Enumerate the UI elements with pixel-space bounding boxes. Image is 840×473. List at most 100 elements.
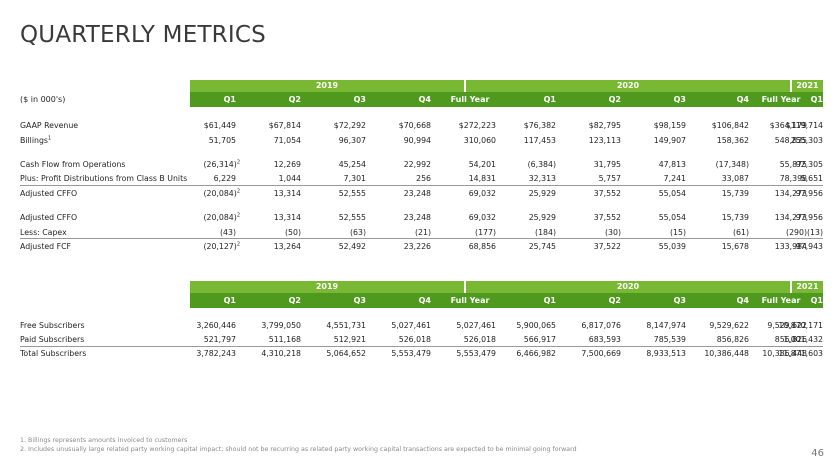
cell-value: $272,223 bbox=[458, 121, 496, 130]
cell-value: $76,382 bbox=[523, 121, 556, 130]
row-label: Adjusted FCF bbox=[20, 242, 72, 251]
cell-value: 71,054 bbox=[273, 136, 301, 145]
cell-value: 37,552 bbox=[593, 213, 621, 222]
cell-value: 3,782,243 bbox=[196, 349, 236, 358]
quarter-header-9: Q4 bbox=[736, 95, 749, 104]
cell-value: 32,313 bbox=[528, 174, 556, 183]
cell-value: 3,260,446 bbox=[196, 321, 236, 330]
cell-value: (20,084)2 bbox=[203, 188, 240, 200]
metrics-row: GAAP Revenue $61,449 $67,814 $72,292 $70,668… bbox=[20, 120, 823, 132]
cell-value: 92,305 bbox=[795, 160, 823, 169]
cell-value: 55,054 bbox=[658, 189, 686, 198]
cell-value: 9,529,622 bbox=[709, 321, 749, 330]
cell-value: (26,314)2 bbox=[203, 159, 240, 171]
cell-text: (20,127) bbox=[203, 242, 237, 251]
footnote-marker: 2 bbox=[236, 159, 240, 166]
cell-value: 134,273 bbox=[774, 189, 807, 198]
page-title: QUARTERLY METRICS bbox=[20, 22, 266, 48]
quarter-header-3: Q3 bbox=[353, 95, 366, 104]
row-label: Total Subscribers bbox=[20, 349, 87, 358]
cell-value: 7,301 bbox=[343, 174, 366, 183]
cell-value: (184) bbox=[535, 228, 556, 237]
cell-value: 33,087 bbox=[721, 174, 749, 183]
quarter-header-9: Q4 bbox=[736, 296, 749, 305]
cell-value: 5,553,479 bbox=[456, 349, 496, 358]
cell-value: 149,907 bbox=[653, 136, 686, 145]
cell-value: 7,500,669 bbox=[581, 349, 621, 358]
quarter-header-5: Full Year bbox=[450, 95, 490, 104]
cell-value: 512,921 bbox=[333, 335, 366, 344]
quarter-header-7: Q2 bbox=[608, 95, 621, 104]
cell-value: 68,856 bbox=[468, 242, 496, 251]
cell-value: 97,943 bbox=[795, 242, 823, 251]
cell-value: 55,054 bbox=[658, 213, 686, 222]
cell-value: 13,314 bbox=[273, 213, 301, 222]
cell-value: 15,739 bbox=[721, 189, 749, 198]
cell-value: 256 bbox=[416, 174, 431, 183]
page-number: 46 bbox=[811, 448, 824, 459]
cell-value: 5,027,461 bbox=[456, 321, 496, 330]
cell-value: 23,248 bbox=[403, 213, 431, 222]
row-label: Cash Flow from Operations bbox=[20, 160, 126, 169]
year-header-2020: 2020 bbox=[466, 80, 790, 92]
year-header-2021: 2021 bbox=[792, 80, 823, 92]
cell-value: 310,060 bbox=[463, 136, 496, 145]
year-header-2019: 2019 bbox=[190, 80, 464, 92]
cell-value: 69,032 bbox=[468, 213, 496, 222]
row-label: Free Subscribers bbox=[20, 321, 85, 330]
cell-value: $82,795 bbox=[588, 121, 621, 130]
cell-value: 10,386,448 bbox=[762, 349, 807, 358]
cell-value: (63) bbox=[349, 228, 366, 237]
cell-value: (50) bbox=[284, 228, 301, 237]
cell-value: (17,348) bbox=[715, 160, 749, 169]
quarter-header-6: Q1 bbox=[543, 296, 556, 305]
cell-value: 683,593 bbox=[588, 335, 621, 344]
cell-value: 856,826 bbox=[716, 335, 749, 344]
cell-value: 52,492 bbox=[338, 242, 366, 251]
footnote-marker: 2 bbox=[236, 212, 240, 219]
cell-value: 23,248 bbox=[403, 189, 431, 198]
cell-value: 97,956 bbox=[795, 213, 823, 222]
cell-text: (20,084) bbox=[203, 189, 237, 198]
cell-value: 7,241 bbox=[663, 174, 686, 183]
cell-value: (43) bbox=[219, 228, 236, 237]
cell-value: 5,651 bbox=[800, 174, 823, 183]
quarter-header-2: Q2 bbox=[288, 95, 301, 104]
row-label: Adjusted CFFO bbox=[20, 213, 78, 222]
cell-value: 10,870,171 bbox=[778, 321, 823, 330]
metrics-row: Adjusted CFFO (20,084)2 13,314 52,555 23,248… bbox=[20, 188, 823, 200]
cell-value: (61) bbox=[732, 228, 749, 237]
subscribers-row: Free Subscribers 3,260,446 3,799,050 4,551,… bbox=[20, 320, 823, 332]
cell-text: (20,084) bbox=[203, 213, 237, 222]
quarter-header-8: Q3 bbox=[673, 296, 686, 305]
cell-value: 566,917 bbox=[523, 335, 556, 344]
quarter-header-6: Q1 bbox=[543, 95, 556, 104]
footnote-marker: 2 bbox=[236, 241, 240, 248]
cell-value: $61,449 bbox=[203, 121, 236, 130]
cell-value: 123,113 bbox=[588, 136, 621, 145]
cell-value: 22,992 bbox=[403, 160, 431, 169]
cell-value: 548,835 bbox=[774, 136, 807, 145]
metrics-row: Adjusted FCF (20,127)2 13,264 52,492 23,226 6… bbox=[20, 241, 823, 253]
cell-value: (30) bbox=[604, 228, 621, 237]
metrics-row: Cash Flow from Operations (26,314)2 12,269… bbox=[20, 159, 823, 171]
cell-value: 3,799,050 bbox=[261, 321, 301, 330]
cell-value: 4,310,218 bbox=[261, 349, 301, 358]
cell-value: 15,678 bbox=[721, 242, 749, 251]
cell-value: 14,831 bbox=[468, 174, 496, 183]
cell-text: (26,314) bbox=[203, 160, 237, 169]
metrics-row: Billings1 51,705 71,054 96,307 90,994 310,060… bbox=[20, 135, 823, 147]
row-label: Billings1 bbox=[20, 135, 52, 145]
cell-value: 12,269 bbox=[273, 160, 301, 169]
cell-value: (13) bbox=[806, 228, 823, 237]
subscribers-row: Paid Subscribers 521,797 511,168 512,921 526… bbox=[20, 334, 823, 346]
cell-value: 856,826 bbox=[774, 335, 807, 344]
cell-value: 6,229 bbox=[213, 174, 236, 183]
cell-value: 31,795 bbox=[593, 160, 621, 169]
quarter-header-7: Q2 bbox=[608, 296, 621, 305]
cell-value: 5,027,461 bbox=[391, 321, 431, 330]
row-label: Plus: Profit Distributions from Class B … bbox=[20, 174, 188, 183]
row-divider bbox=[20, 238, 823, 239]
cell-value: 133,984 bbox=[774, 242, 807, 251]
quarter-header-4: Q4 bbox=[418, 95, 431, 104]
